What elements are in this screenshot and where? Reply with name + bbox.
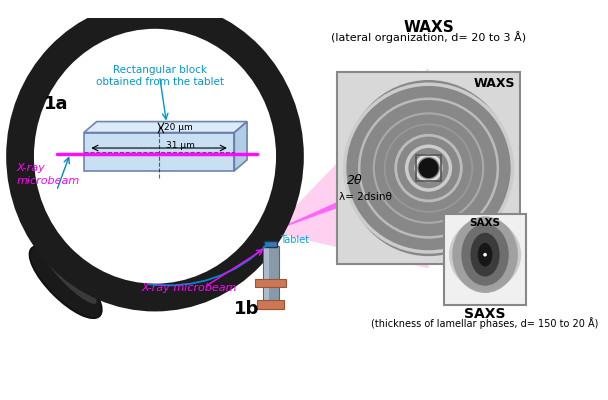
Ellipse shape xyxy=(345,80,513,256)
Ellipse shape xyxy=(29,24,281,288)
Text: Tablet: Tablet xyxy=(280,235,309,245)
Text: WAXS: WAXS xyxy=(474,77,515,90)
Bar xyxy=(444,214,526,305)
Bar xyxy=(257,300,285,310)
Text: X-ray
microbeam: X-ray microbeam xyxy=(16,163,80,186)
Ellipse shape xyxy=(449,219,521,290)
Text: WAXS: WAXS xyxy=(403,20,454,35)
Ellipse shape xyxy=(452,216,518,293)
Text: SAXS: SAXS xyxy=(469,218,500,228)
Ellipse shape xyxy=(483,253,487,256)
Ellipse shape xyxy=(461,224,509,286)
Ellipse shape xyxy=(478,243,492,266)
Ellipse shape xyxy=(418,158,438,178)
Bar xyxy=(255,279,286,287)
Bar xyxy=(263,246,279,310)
Text: SAXS: SAXS xyxy=(465,307,506,321)
FancyArrowPatch shape xyxy=(148,243,269,286)
Bar xyxy=(416,155,441,181)
Text: X-ray microbeam: X-ray microbeam xyxy=(141,283,237,293)
Text: (thickness of lamellar phases, d= 150 to 20 Å): (thickness of lamellar phases, d= 150 to… xyxy=(371,317,599,329)
Polygon shape xyxy=(271,68,429,268)
Text: 20 μm: 20 μm xyxy=(164,124,192,132)
Polygon shape xyxy=(234,122,247,171)
Polygon shape xyxy=(84,132,234,171)
Text: 1b: 1b xyxy=(234,300,260,318)
Text: Rectangular block
obtained from the tablet: Rectangular block obtained from the tabl… xyxy=(95,65,224,88)
Text: 1a: 1a xyxy=(44,95,68,113)
Text: (lateral organization, d= 20 to 3 Å): (lateral organization, d= 20 to 3 Å) xyxy=(331,31,526,43)
Text: 31 μm: 31 μm xyxy=(167,141,195,150)
Ellipse shape xyxy=(30,246,102,318)
Bar xyxy=(264,241,277,248)
Bar xyxy=(264,246,269,310)
Text: 2θ: 2θ xyxy=(347,174,362,186)
Text: λ= 2dsinθ: λ= 2dsinθ xyxy=(339,192,392,202)
Bar xyxy=(337,72,520,264)
Polygon shape xyxy=(271,161,429,232)
Ellipse shape xyxy=(471,233,500,276)
Ellipse shape xyxy=(44,251,97,304)
Polygon shape xyxy=(84,122,247,132)
